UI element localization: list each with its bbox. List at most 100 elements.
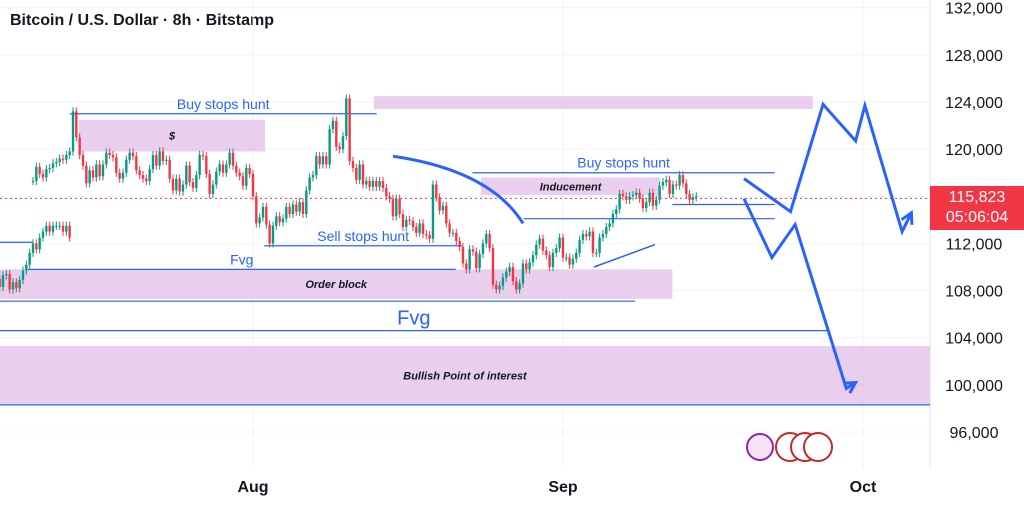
candle-body (75, 111, 78, 138)
candle-body (31, 180, 35, 182)
candle-body (11, 282, 15, 290)
candle-body (231, 152, 235, 166)
candle-body (605, 226, 608, 234)
candle-body (61, 158, 65, 160)
candle-body (125, 159, 128, 173)
candle-body (505, 271, 508, 278)
candle-body (55, 162, 58, 164)
candle-body (561, 237, 565, 258)
candle-body (25, 264, 28, 271)
candle-body (181, 184, 185, 192)
candle-body (518, 283, 521, 290)
candle-body (525, 263, 528, 270)
annotation-zones: $ Inducement Order block Bullish Point of i… (0, 96, 930, 405)
candle-body (528, 262, 531, 270)
trend-line (593, 243, 656, 268)
y-tick-label: 120,000 (945, 142, 1003, 159)
candle-body (145, 178, 148, 181)
candle-body (668, 179, 671, 194)
candle-body (65, 225, 68, 232)
candle-body (271, 225, 275, 244)
y-tick-label: 104,000 (945, 331, 1003, 348)
y-tick-label: 132,000 (945, 1, 1003, 18)
candle-body (58, 158, 61, 163)
candle-body (31, 243, 35, 253)
annotation-zone (373, 96, 813, 110)
annotation-overlay (0, 99, 930, 462)
candle-body (301, 202, 305, 214)
candle-body (678, 175, 681, 186)
candle-body (318, 156, 321, 165)
candle-body (81, 155, 85, 166)
candle-body (515, 281, 518, 290)
candle-body (405, 219, 408, 227)
candle-body (331, 120, 335, 130)
candle-body (641, 198, 645, 209)
candle-body (275, 216, 278, 226)
y-tick-label: 112,000 (946, 236, 1003, 253)
candle-body (441, 205, 445, 211)
projection-path (743, 99, 913, 236)
candle-body (45, 169, 48, 178)
candle-body (291, 204, 295, 214)
candle-body (38, 237, 41, 250)
candle-body (368, 180, 371, 187)
candle-body (628, 196, 631, 200)
candle-body (108, 152, 111, 156)
annotation-zone (480, 177, 661, 196)
candle-body (198, 155, 201, 176)
candle-body (58, 225, 61, 227)
candle-body (68, 225, 71, 238)
candle-body (0, 278, 1, 288)
candle-body (675, 184, 678, 186)
candle-body (455, 232, 458, 242)
zone-label: $ (168, 131, 176, 143)
candle-body (171, 178, 175, 191)
candle-body (558, 237, 561, 249)
candle-body (168, 159, 171, 179)
candle-body (345, 98, 348, 137)
zone-label: Order block (305, 279, 368, 291)
candle-body (281, 218, 285, 223)
candle-body (121, 172, 125, 179)
candle-body (205, 156, 208, 174)
candle-body (475, 251, 478, 269)
candle-body (151, 155, 155, 170)
candle-body (228, 152, 231, 165)
candle-body (28, 252, 31, 265)
candle-body (508, 267, 511, 272)
candle-body (485, 234, 488, 244)
candle-body (488, 234, 491, 249)
candle-body (665, 179, 668, 183)
rounded-top-curve (392, 154, 525, 225)
candle-body (351, 160, 355, 168)
candle-body (61, 225, 65, 232)
level-label: Buy stops hunt (577, 155, 670, 171)
candle-body (138, 170, 141, 176)
candle-body (565, 257, 568, 259)
y-tick-label: 100,000 (945, 378, 1003, 395)
candle-body (461, 246, 465, 264)
y-tick-label: 96,000 (950, 425, 999, 442)
candle-body (288, 206, 291, 214)
candle-body (325, 156, 328, 165)
candle-body (85, 165, 88, 184)
candle-body (495, 284, 498, 290)
candle-body (178, 178, 181, 192)
price-axis: 96,000100,000104,000108,000112,000116,00… (945, 1, 1003, 442)
candle-body (45, 225, 48, 232)
candle-body (91, 170, 95, 178)
x-tick-label: Sep (548, 479, 578, 496)
candle-body (545, 250, 548, 256)
candle-body (408, 219, 411, 222)
level-label: Fvg (230, 251, 253, 267)
x-tick-label: Aug (237, 479, 268, 496)
candle-body (51, 163, 55, 168)
candle-body (251, 173, 255, 197)
candle-body (398, 198, 401, 214)
candle-body (1, 275, 5, 288)
candle-body (51, 225, 55, 232)
candle-body (451, 232, 455, 234)
candle-body (118, 172, 121, 179)
